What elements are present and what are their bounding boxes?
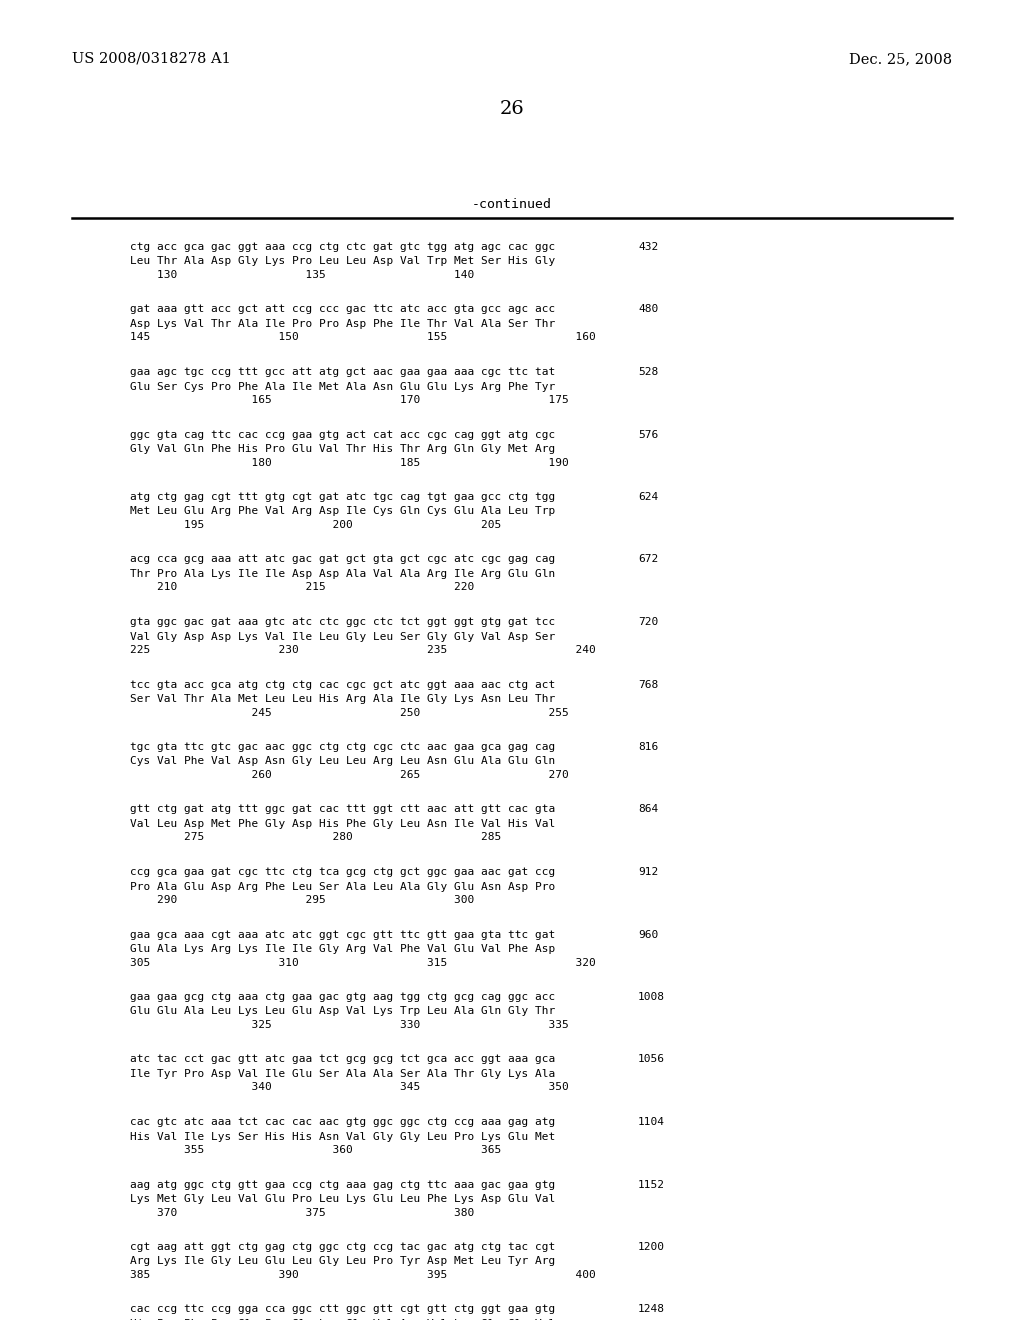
Text: 1056: 1056	[638, 1055, 665, 1064]
Text: Glu Ala Lys Arg Lys Ile Ile Gly Arg Val Phe Val Glu Val Phe Asp: Glu Ala Lys Arg Lys Ile Ile Gly Arg Val …	[130, 944, 555, 954]
Text: Met Leu Glu Arg Phe Val Arg Asp Ile Cys Gln Cys Glu Ala Leu Trp: Met Leu Glu Arg Phe Val Arg Asp Ile Cys …	[130, 507, 555, 516]
Text: Gly Val Gln Phe His Pro Glu Val Thr His Thr Arg Gln Gly Met Arg: Gly Val Gln Phe His Pro Glu Val Thr His …	[130, 444, 555, 454]
Text: Asp Lys Val Thr Ala Ile Pro Pro Asp Phe Ile Thr Val Ala Ser Thr: Asp Lys Val Thr Ala Ile Pro Pro Asp Phe …	[130, 319, 555, 329]
Text: gat aaa gtt acc gct att ccg ccc gac ttc atc acc gta gcc agc acc: gat aaa gtt acc gct att ccg ccc gac ttc …	[130, 305, 555, 314]
Text: gaa gaa gcg ctg aaa ctg gaa gac gtg aag tgg ctg gcg cag ggc acc: gaa gaa gcg ctg aaa ctg gaa gac gtg aag …	[130, 993, 555, 1002]
Text: ggc gta cag ttc cac ccg gaa gtg act cat acc cgc cag ggt atg cgc: ggc gta cag ttc cac ccg gaa gtg act cat …	[130, 429, 555, 440]
Text: 180                   185                   190: 180 185 190	[130, 458, 568, 467]
Text: -continued: -continued	[472, 198, 552, 211]
Text: atc tac cct gac gtt atc gaa tct gcg gcg tct gca acc ggt aaa gca: atc tac cct gac gtt atc gaa tct gcg gcg …	[130, 1055, 555, 1064]
Text: 576: 576	[638, 429, 658, 440]
Text: gtt ctg gat atg ttt ggc gat cac ttt ggt ctt aac att gtt cac gta: gtt ctg gat atg ttt ggc gat cac ttt ggt …	[130, 804, 555, 814]
Text: 624: 624	[638, 492, 658, 502]
Text: 960: 960	[638, 929, 658, 940]
Text: Val Leu Asp Met Phe Gly Asp His Phe Gly Leu Asn Ile Val His Val: Val Leu Asp Met Phe Gly Asp His Phe Gly …	[130, 818, 555, 829]
Text: 130                   135                   140: 130 135 140	[130, 271, 474, 280]
Text: aag atg ggc ctg gtt gaa ccg ctg aaa gag ctg ttc aaa gac gaa gtg: aag atg ggc ctg gtt gaa ccg ctg aaa gag …	[130, 1180, 555, 1189]
Text: 1008: 1008	[638, 993, 665, 1002]
Text: 1104: 1104	[638, 1117, 665, 1127]
Text: 385                   390                   395                   400: 385 390 395 400	[130, 1270, 596, 1280]
Text: Thr Pro Ala Lys Ile Ile Asp Asp Ala Val Ala Arg Ile Arg Glu Gln: Thr Pro Ala Lys Ile Ile Asp Asp Ala Val …	[130, 569, 555, 579]
Text: Leu Thr Ala Asp Gly Lys Pro Leu Leu Asp Val Trp Met Ser His Gly: Leu Thr Ala Asp Gly Lys Pro Leu Leu Asp …	[130, 256, 555, 267]
Text: 195                   200                   205: 195 200 205	[130, 520, 502, 531]
Text: 340                   345                   350: 340 345 350	[130, 1082, 568, 1093]
Text: 145                   150                   155                   160: 145 150 155 160	[130, 333, 596, 342]
Text: Ile Tyr Pro Asp Val Ile Glu Ser Ala Ala Ser Ala Thr Gly Lys Ala: Ile Tyr Pro Asp Val Ile Glu Ser Ala Ala …	[130, 1069, 555, 1078]
Text: His Val Ile Lys Ser His His Asn Val Gly Gly Leu Pro Lys Glu Met: His Val Ile Lys Ser His His Asn Val Gly …	[130, 1131, 555, 1142]
Text: Glu Glu Ala Leu Lys Leu Glu Asp Val Lys Trp Leu Ala Gln Gly Thr: Glu Glu Ala Leu Lys Leu Glu Asp Val Lys …	[130, 1006, 555, 1016]
Text: 1152: 1152	[638, 1180, 665, 1189]
Text: 912: 912	[638, 867, 658, 876]
Text: 305                   310                   315                   320: 305 310 315 320	[130, 957, 596, 968]
Text: 26: 26	[500, 100, 524, 117]
Text: Glu Ser Cys Pro Phe Ala Ile Met Ala Asn Glu Glu Lys Arg Phe Tyr: Glu Ser Cys Pro Phe Ala Ile Met Ala Asn …	[130, 381, 555, 392]
Text: 210                   215                   220: 210 215 220	[130, 582, 474, 593]
Text: cac ccg ttc ccg gga cca ggc ctt ggc gtt cgt gtt ctg ggt gaa gtg: cac ccg ttc ccg gga cca ggc ctt ggc gtt …	[130, 1304, 555, 1315]
Text: 720: 720	[638, 616, 658, 627]
Text: 768: 768	[638, 680, 658, 689]
Text: tcc gta acc gca atg ctg ctg cac cgc gct atc ggt aaa aac ctg act: tcc gta acc gca atg ctg ctg cac cgc gct …	[130, 680, 555, 689]
Text: 225                   230                   235                   240: 225 230 235 240	[130, 645, 596, 655]
Text: 370                   375                   380: 370 375 380	[130, 1208, 474, 1217]
Text: cgt aag att ggt ctg gag ctg ggc ctg ccg tac gac atg ctg tac cgt: cgt aag att ggt ctg gag ctg ggc ctg ccg …	[130, 1242, 555, 1251]
Text: 480: 480	[638, 305, 658, 314]
Text: gaa gca aaa cgt aaa atc atc ggt cgc gtt ttc gtt gaa gta ttc gat: gaa gca aaa cgt aaa atc atc ggt cgc gtt …	[130, 929, 555, 940]
Text: ccg gca gaa gat cgc ttc ctg tca gcg ctg gct ggc gaa aac gat ccg: ccg gca gaa gat cgc ttc ctg tca gcg ctg …	[130, 867, 555, 876]
Text: 528: 528	[638, 367, 658, 378]
Text: 165                   170                   175: 165 170 175	[130, 395, 568, 405]
Text: 672: 672	[638, 554, 658, 565]
Text: atg ctg gag cgt ttt gtg cgt gat atc tgc cag tgt gaa gcc ctg tgg: atg ctg gag cgt ttt gtg cgt gat atc tgc …	[130, 492, 555, 502]
Text: 1200: 1200	[638, 1242, 665, 1251]
Text: gta ggc gac gat aaa gtc atc ctc ggc ctc tct ggt ggt gtg gat tcc: gta ggc gac gat aaa gtc atc ctc ggc ctc …	[130, 616, 555, 627]
Text: gaa agc tgc ccg ttt gcc att atg gct aac gaa gaa aaa cgc ttc tat: gaa agc tgc ccg ttt gcc att atg gct aac …	[130, 367, 555, 378]
Text: Lys Met Gly Leu Val Glu Pro Leu Lys Glu Leu Phe Lys Asp Glu Val: Lys Met Gly Leu Val Glu Pro Leu Lys Glu …	[130, 1195, 555, 1204]
Text: 290                   295                   300: 290 295 300	[130, 895, 474, 906]
Text: 260                   265                   270: 260 265 270	[130, 770, 568, 780]
Text: 864: 864	[638, 804, 658, 814]
Text: ctg acc gca gac ggt aaa ccg ctg ctc gat gtc tgg atg agc cac ggc: ctg acc gca gac ggt aaa ccg ctg ctc gat …	[130, 242, 555, 252]
Text: US 2008/0318278 A1: US 2008/0318278 A1	[72, 51, 230, 66]
Text: 816: 816	[638, 742, 658, 752]
Text: Dec. 25, 2008: Dec. 25, 2008	[849, 51, 952, 66]
Text: 245                   250                   255: 245 250 255	[130, 708, 568, 718]
Text: 275                   280                   285: 275 280 285	[130, 833, 502, 842]
Text: Ser Val Thr Ala Met Leu Leu His Arg Ala Ile Gly Lys Asn Leu Thr: Ser Val Thr Ala Met Leu Leu His Arg Ala …	[130, 694, 555, 704]
Text: 1248: 1248	[638, 1304, 665, 1315]
Text: Cys Val Phe Val Asp Asn Gly Leu Leu Arg Leu Asn Glu Ala Glu Gln: Cys Val Phe Val Asp Asn Gly Leu Leu Arg …	[130, 756, 555, 767]
Text: tgc gta ttc gtc gac aac ggc ctg ctg cgc ctc aac gaa gca gag cag: tgc gta ttc gtc gac aac ggc ctg ctg cgc …	[130, 742, 555, 752]
Text: 325                   330                   335: 325 330 335	[130, 1020, 568, 1030]
Text: cac gtc atc aaa tct cac cac aac gtg ggc ggc ctg ccg aaa gag atg: cac gtc atc aaa tct cac cac aac gtg ggc …	[130, 1117, 555, 1127]
Text: Val Gly Asp Asp Lys Val Ile Leu Gly Leu Ser Gly Gly Val Asp Ser: Val Gly Asp Asp Lys Val Ile Leu Gly Leu …	[130, 631, 555, 642]
Text: Arg Lys Ile Gly Leu Glu Leu Gly Leu Pro Tyr Asp Met Leu Tyr Arg: Arg Lys Ile Gly Leu Glu Leu Gly Leu Pro …	[130, 1257, 555, 1266]
Text: 432: 432	[638, 242, 658, 252]
Text: acg cca gcg aaa att atc gac gat gct gta gct cgc atc cgc gag cag: acg cca gcg aaa att atc gac gat gct gta …	[130, 554, 555, 565]
Text: Pro Ala Glu Asp Arg Phe Leu Ser Ala Leu Ala Gly Glu Asn Asp Pro: Pro Ala Glu Asp Arg Phe Leu Ser Ala Leu …	[130, 882, 555, 891]
Text: 355                   360                   365: 355 360 365	[130, 1144, 502, 1155]
